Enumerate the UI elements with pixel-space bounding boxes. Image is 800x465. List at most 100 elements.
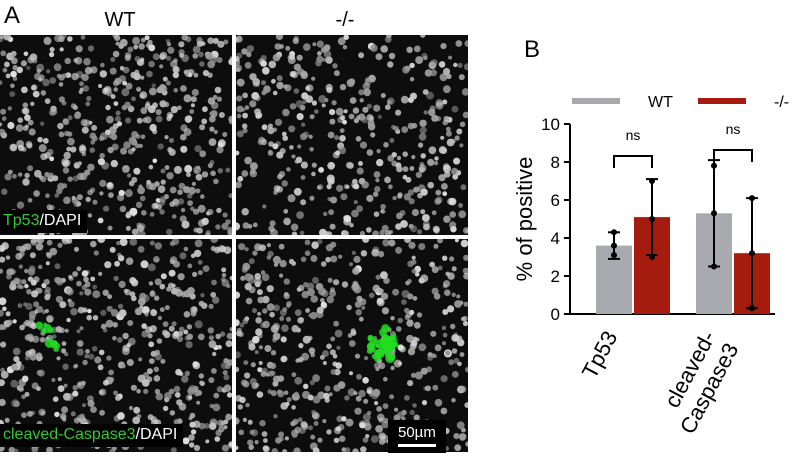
nucleus	[18, 172, 23, 177]
nucleus	[7, 121, 15, 130]
nucleus	[185, 36, 192, 43]
nucleus	[311, 241, 319, 249]
nucleus	[276, 186, 284, 193]
nucleus	[388, 52, 396, 60]
nucleus	[329, 223, 336, 230]
nucleus	[180, 133, 187, 141]
nucleus	[363, 88, 371, 97]
nucleus	[375, 53, 383, 61]
nucleus	[236, 64, 242, 72]
nucleus	[279, 436, 284, 442]
nucleus	[54, 276, 61, 284]
nucleus	[242, 128, 248, 134]
nucleus	[278, 431, 285, 438]
nucleus	[215, 333, 221, 340]
nucleus	[404, 395, 410, 401]
nucleus	[155, 198, 161, 203]
nucleus	[222, 370, 228, 376]
nucleus	[272, 332, 281, 341]
nucleus	[119, 239, 128, 246]
nucleus	[362, 239, 370, 243]
nucleus	[449, 221, 457, 229]
nucleus	[451, 105, 459, 113]
nucleus	[61, 239, 70, 245]
nucleus	[169, 410, 176, 416]
nucleus	[240, 379, 248, 386]
nucleus	[372, 230, 379, 235]
nucleus	[1, 116, 7, 121]
y-tick-label: 10	[541, 115, 560, 134]
nucleus	[74, 112, 81, 120]
nucleus	[209, 126, 215, 132]
nucleus	[49, 205, 55, 210]
nucleus	[326, 184, 332, 190]
nucleus	[360, 250, 368, 257]
nucleus	[222, 212, 228, 218]
nucleus	[51, 378, 56, 382]
nucleus	[345, 184, 350, 189]
nucleus	[148, 87, 157, 96]
nucleus	[218, 139, 226, 148]
nucleus	[362, 437, 369, 443]
nucleus	[356, 205, 363, 213]
nucleus	[70, 146, 77, 153]
nucleus	[92, 199, 98, 205]
nucleus	[135, 201, 143, 208]
nucleus	[442, 309, 449, 315]
nucleus	[187, 193, 193, 199]
positive-signal	[387, 353, 395, 361]
nucleus	[236, 417, 240, 425]
nucleus	[147, 333, 153, 339]
nucleus	[162, 405, 169, 412]
nucleus	[216, 57, 223, 63]
nucleus	[21, 394, 26, 400]
nuclei-field	[236, 35, 468, 235]
nucleus	[191, 181, 196, 186]
nucleus	[54, 193, 59, 198]
nucleus	[173, 88, 178, 93]
nucleus	[407, 347, 416, 356]
nucleus	[104, 261, 112, 269]
nucleus	[221, 444, 230, 452]
nucleus	[61, 158, 69, 166]
nucleus	[349, 97, 357, 104]
nucleus	[236, 150, 240, 156]
nucleus	[210, 291, 217, 298]
nucleus	[358, 389, 366, 398]
nucleus	[200, 293, 205, 298]
nucleus	[148, 281, 154, 286]
nucleus	[77, 341, 83, 347]
category-label-line: Tp53	[577, 327, 623, 383]
nucleus	[24, 319, 31, 327]
nucleus	[87, 308, 92, 314]
nucleus	[191, 88, 199, 97]
nucleus	[392, 288, 400, 296]
nucleus	[198, 300, 205, 307]
nucleus	[122, 66, 130, 74]
nucleus	[308, 425, 313, 431]
nucleus	[58, 35, 65, 42]
significance-label: ns	[626, 127, 641, 143]
nucleus	[179, 53, 185, 58]
nucleus	[133, 72, 141, 81]
nucleus	[338, 254, 343, 259]
nucleus	[19, 284, 24, 290]
nucleus	[380, 203, 386, 210]
nucleus	[106, 305, 113, 312]
nucleus	[373, 211, 380, 217]
nucleus	[311, 100, 317, 106]
nucleus	[136, 224, 145, 232]
nucleus	[115, 110, 121, 116]
nucleus	[397, 192, 403, 198]
nucleus	[128, 337, 136, 346]
nucleus	[453, 62, 458, 68]
nucleus	[24, 268, 29, 274]
nucleus	[254, 273, 261, 280]
nucleus	[121, 88, 130, 97]
nucleus	[1, 188, 8, 195]
nucleus	[256, 391, 264, 398]
nucleus	[319, 228, 327, 235]
nucleus	[132, 37, 141, 45]
nucleus	[71, 195, 76, 200]
nucleus	[260, 80, 267, 86]
